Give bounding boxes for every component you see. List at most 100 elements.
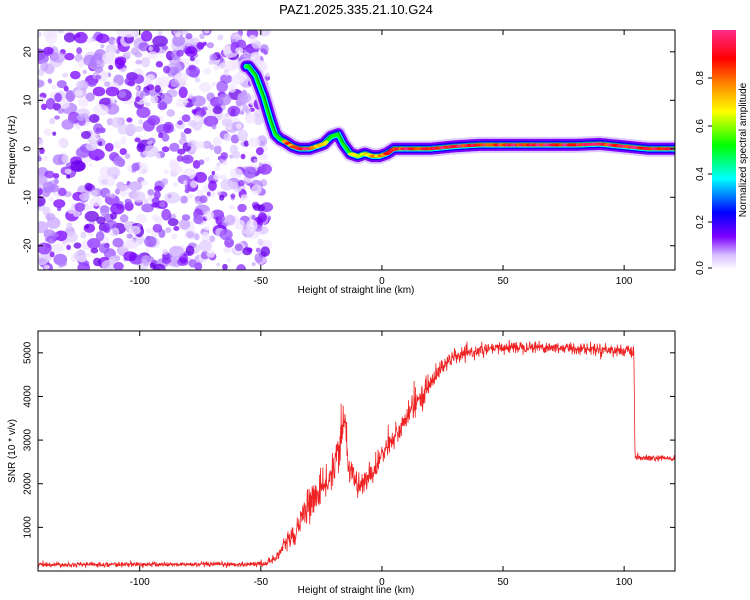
noise-blob: [232, 150, 241, 159]
noise-blob: [226, 258, 231, 263]
noise-blob: [106, 220, 118, 229]
noise-blob: [198, 159, 205, 165]
noise-blob: [38, 53, 49, 65]
y-tick-label: 20: [23, 46, 34, 58]
noise-blob: [240, 197, 245, 202]
y-tick-label: 10: [23, 94, 34, 106]
noise-blob: [161, 146, 170, 153]
noise-blob: [51, 51, 66, 63]
noise-blob: [206, 249, 216, 258]
noise-blob: [87, 80, 97, 88]
noise-blob: [161, 45, 169, 51]
noise-blob: [112, 237, 124, 248]
noise-blob: [155, 61, 163, 68]
noise-blob: [242, 228, 252, 238]
noise-blob: [74, 202, 86, 212]
noise-blob: [209, 53, 218, 61]
noise-blob: [174, 32, 182, 38]
noise-blob: [213, 65, 220, 71]
noise-blob: [128, 225, 141, 235]
x-tick-label: -50: [254, 276, 269, 287]
noise-blob: [90, 247, 99, 254]
noise-blob: [214, 166, 221, 172]
noise-blob: [70, 160, 85, 172]
snr-plot-area: [38, 331, 675, 571]
noise-blob: [176, 49, 184, 57]
noise-blob: [110, 194, 116, 199]
noise-blob: [177, 120, 183, 126]
noise-blob: [96, 33, 110, 44]
y-tick-label: 5000: [23, 341, 34, 364]
noise-blob: [244, 112, 256, 124]
colorbar-gradient: [712, 30, 736, 270]
noise-blob: [159, 201, 166, 208]
noise-blob: [163, 121, 174, 134]
noise-blob: [105, 176, 116, 187]
noise-blob: [152, 223, 163, 233]
noise-blob: [165, 227, 172, 234]
noise-blob: [98, 71, 109, 82]
noise-blob: [132, 191, 146, 203]
noise-blob: [49, 117, 56, 125]
noise-blob: [135, 96, 141, 103]
noise-blob: [183, 127, 192, 134]
noise-blob: [108, 65, 114, 71]
x-tick-label: 0: [379, 577, 385, 588]
noise-blob: [216, 80, 229, 93]
noise-blob: [203, 68, 212, 75]
x-tick-label: 50: [497, 577, 509, 588]
noise-blob: [38, 138, 44, 146]
noise-blob: [73, 250, 87, 261]
noise-blob: [222, 263, 228, 270]
noise-blob: [115, 49, 120, 55]
noise-blob: [228, 83, 237, 93]
noise-blob: [164, 191, 181, 204]
noise-blob: [260, 48, 267, 53]
noise-blob: [74, 123, 82, 130]
noise-blob: [216, 262, 221, 267]
noise-blob: [38, 156, 42, 162]
noise-blob: [154, 84, 161, 93]
noise-blob: [240, 110, 245, 115]
noise-blob: [167, 218, 179, 227]
noise-blob: [45, 49, 51, 57]
noise-blob: [246, 219, 258, 232]
y-tick-label: -20: [23, 238, 34, 253]
noise-blob: [103, 81, 111, 87]
noise-blob: [138, 119, 144, 125]
noise-blob: [106, 51, 116, 60]
noise-blob: [218, 62, 226, 69]
noise-blob: [193, 59, 200, 64]
noise-blob: [188, 93, 194, 100]
noise-blob: [124, 198, 132, 205]
noise-blob: [183, 180, 188, 186]
x-tick-label: -100: [130, 276, 150, 287]
noise-blob: [264, 72, 271, 78]
noise-blob: [168, 245, 185, 258]
colorbar-tick-label: 0.4: [695, 167, 706, 181]
noise-blob: [38, 254, 49, 266]
y-tick-label: -10: [23, 190, 34, 205]
noise-blob: [187, 193, 195, 199]
noise-blob: [118, 184, 130, 197]
noise-blob: [193, 114, 202, 123]
noise-blob: [204, 156, 210, 163]
noise-blob: [251, 184, 262, 195]
noise-blob: [209, 235, 216, 243]
noise-blob: [217, 34, 224, 41]
colorbar: 0.0 0.2 0.4 0.6 0.8 Normalized spectral ampl…: [695, 30, 749, 275]
noise-blob: [95, 231, 105, 242]
noise-blob: [243, 166, 257, 179]
noise-blob: [83, 54, 97, 67]
noise-blob: [73, 31, 88, 44]
noise-blob: [67, 207, 75, 214]
spectrogram-ridge: [238, 58, 675, 165]
noise-blob: [186, 231, 195, 239]
noise-blob: [40, 61, 49, 72]
noise-blob: [140, 180, 149, 186]
noise-blob: [176, 155, 184, 162]
ridge-peak: [353, 154, 362, 158]
noise-blob: [48, 196, 55, 202]
y-tick-label: 4000: [23, 385, 34, 408]
